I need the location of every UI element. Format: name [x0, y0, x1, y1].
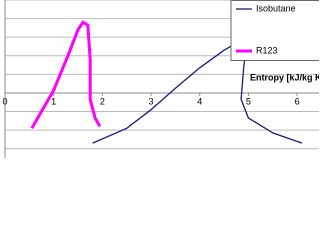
legend-label: R123: [256, 45, 278, 55]
legend-label: Isobutane: [256, 3, 296, 13]
series-line: [30, 20, 102, 130]
x-tick-label: 3: [149, 96, 154, 106]
chart: 0 1 2 3 4 5 6 Isobutane R123 Entropy [kJ/kg K]: [2, 0, 319, 158]
legend: Isobutane R123: [230, 0, 319, 61]
x-axis-label: Entropy [kJ/kg K]: [250, 72, 319, 82]
x-tick-label: 2: [100, 96, 105, 106]
x-tick-label: 5: [246, 96, 251, 106]
page: {"chart_data": {"type": "line", "x_label…: [2, 0, 319, 158]
plot: 0 1 2 3 4 5 6 Isobutane R123: [2, 0, 319, 158]
x-tick-label: 0: [2, 96, 7, 106]
legend-box: [230, 0, 319, 61]
x-tick-label: 6: [295, 96, 300, 106]
x-tick-label: 4: [197, 96, 202, 106]
x-tick-label: 1: [51, 96, 56, 106]
